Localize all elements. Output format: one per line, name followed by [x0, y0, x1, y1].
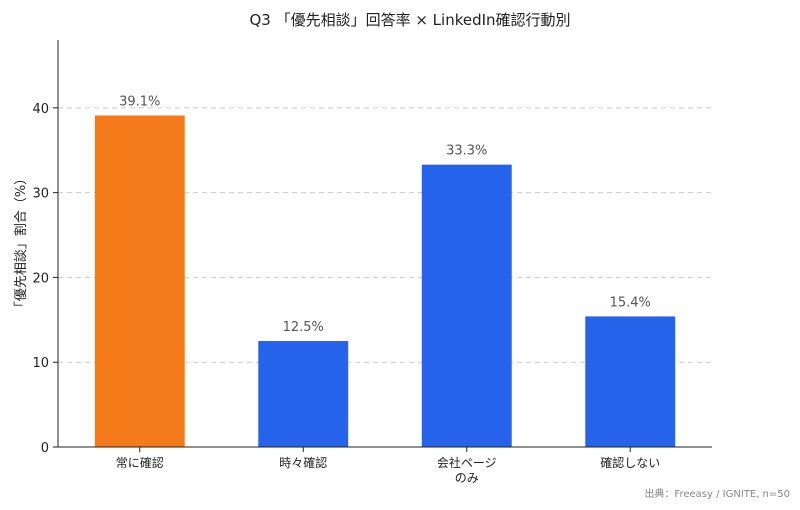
y-axis-label: 「優先相談」割合（%）	[13, 172, 29, 314]
y-tick-label: 10	[32, 356, 49, 371]
bar-value-label: 39.1%	[119, 94, 160, 109]
chart-title: Q3 「優先相談」回答率 × LinkedIn確認行動別	[249, 11, 570, 29]
bar-value-label: 12.5%	[283, 320, 324, 335]
x-category-label: のみ	[455, 471, 479, 485]
bar	[421, 164, 512, 448]
source-note: 出典：Freeasy / IGNITE, n=50	[644, 487, 790, 500]
y-tick-label: 30	[32, 187, 49, 202]
x-category-label: 時々確認	[279, 455, 327, 470]
bar	[585, 316, 676, 447]
x-category-label: 常に確認	[116, 455, 164, 470]
bar-value-label: 15.4%	[610, 295, 651, 310]
data-labels: 39.1% 12.5% 33.3% 15.4%	[119, 94, 651, 335]
y-tick-label: 20	[32, 271, 49, 286]
x-category-label: 確認しない	[600, 455, 660, 470]
y-tick-label: 0	[41, 441, 49, 456]
y-ticks: 0 10 20 30 40	[32, 102, 58, 456]
x-category-label: 会社ページ	[437, 455, 497, 470]
bar	[94, 115, 185, 447]
bar-value-label: 33.3%	[446, 144, 487, 159]
y-tick-label: 40	[32, 102, 49, 117]
bars	[94, 115, 676, 448]
bar	[258, 341, 349, 447]
